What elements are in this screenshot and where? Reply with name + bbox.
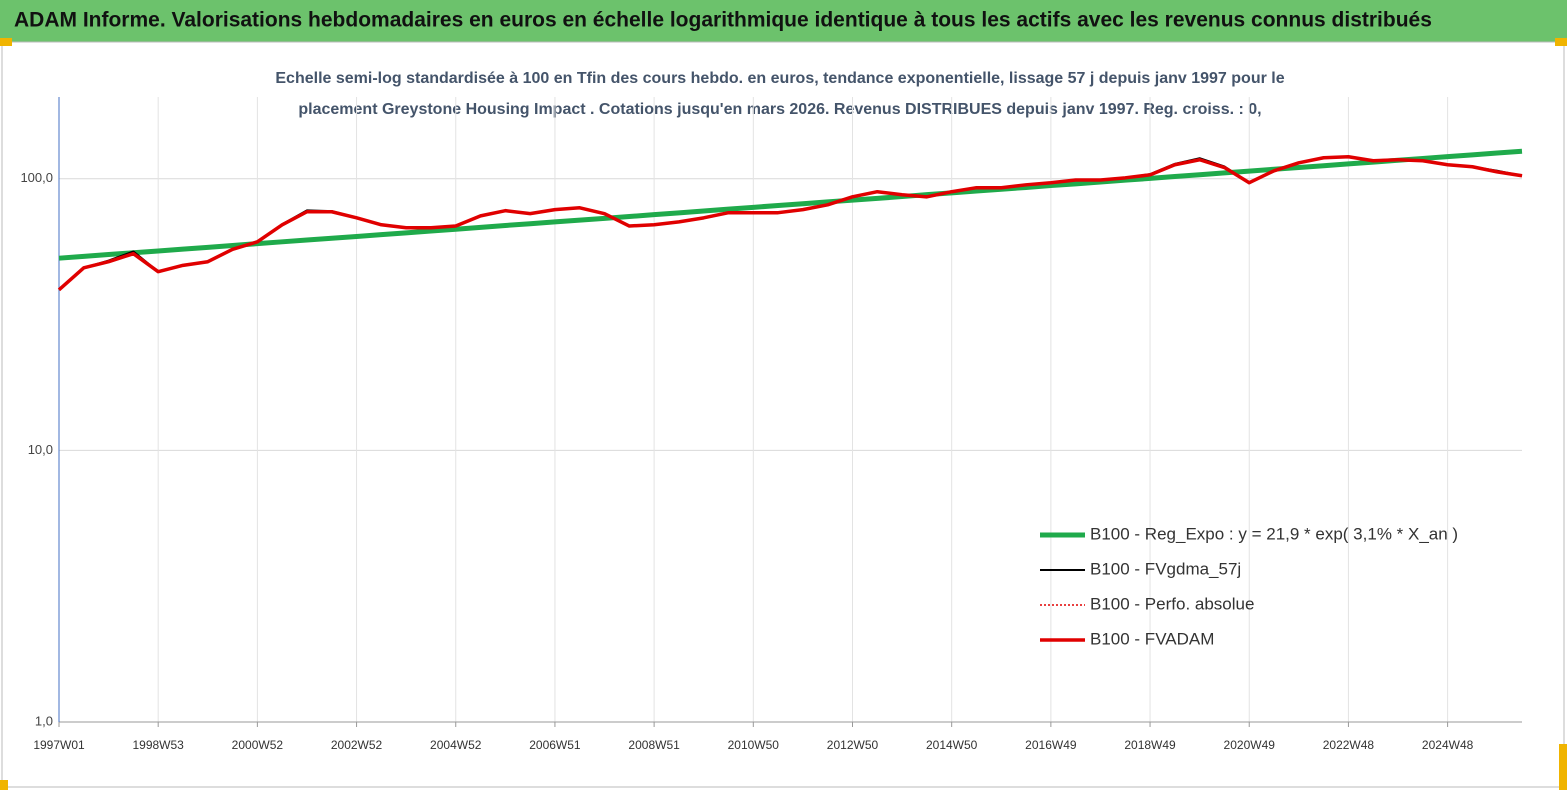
x-tick-label: 2000W52 <box>232 738 284 752</box>
corner <box>0 38 12 46</box>
corner <box>1559 744 1567 790</box>
corner <box>0 780 8 790</box>
legend-label: B100 - Reg_Expo : y = 21,9 * exp( 3,1% *… <box>1090 524 1458 543</box>
x-tick-label: 2016W49 <box>1025 738 1077 752</box>
y-tick-label: 10,0 <box>28 442 53 457</box>
legend-label: B100 - FVADAM <box>1090 629 1214 648</box>
x-tick-label: 2020W49 <box>1224 738 1276 752</box>
x-tick-label: 2008W51 <box>628 738 680 752</box>
chart-subtitle: placement Greystone Housing Impact . Cot… <box>298 101 1261 118</box>
series-line <box>57 155 1523 292</box>
x-tick-label: 2014W50 <box>926 738 978 752</box>
x-tick-label: 2022W48 <box>1323 738 1375 752</box>
x-tick-label: 1998W53 <box>132 738 184 752</box>
y-tick-label: 1,0 <box>35 713 53 728</box>
legend-label: B100 - FVgdma_57j <box>1090 559 1241 578</box>
x-tick-label: 2024W48 <box>1422 738 1474 752</box>
x-tick-label: 2010W50 <box>728 738 780 752</box>
x-tick-label: 2002W52 <box>331 738 383 752</box>
x-tick-label: 2018W49 <box>1124 738 1176 752</box>
chart-subtitle: Echelle semi-log standardisée à 100 en T… <box>275 70 1284 87</box>
x-tick-label: 2004W52 <box>430 738 482 752</box>
x-tick-label: 2012W50 <box>827 738 879 752</box>
y-tick-label: 100,0 <box>20 170 53 185</box>
x-tick-label: 2006W51 <box>529 738 581 752</box>
legend-label: B100 - Perfo. absolue <box>1090 594 1254 613</box>
header-bar <box>0 0 1567 42</box>
chart-title: ADAM Informe. Valorisations hebdomadaire… <box>14 9 1432 32</box>
corner <box>1555 38 1567 46</box>
x-tick-label: 1997W01 <box>33 738 85 752</box>
frame <box>1 41 1565 788</box>
